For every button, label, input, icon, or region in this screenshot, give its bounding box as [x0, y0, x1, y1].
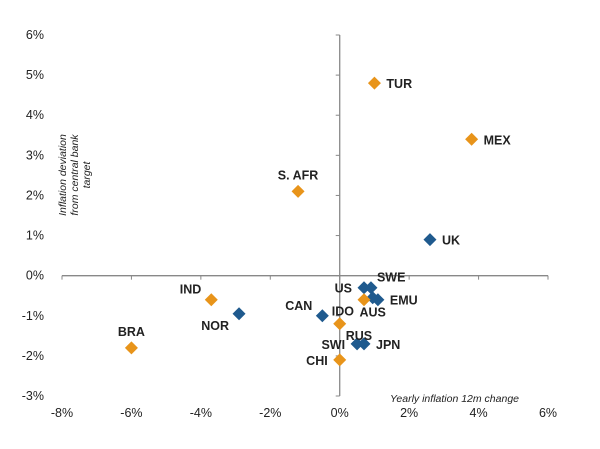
data-point-safr	[291, 184, 305, 198]
y-tick-label: 2%	[26, 188, 44, 202]
data-point-aus	[366, 291, 380, 305]
y-tick-label: 3%	[26, 148, 44, 162]
point-label: UK	[442, 234, 460, 248]
data-point-us	[357, 281, 371, 295]
point-labels: TUR MEX S. AFR UK IND NOR BRA CAN US SWE EMU AUS IDO…	[118, 77, 511, 368]
point-label: IND	[180, 283, 202, 297]
y-tick-label: 6%	[26, 28, 44, 42]
y-axis-label-line-3: target	[81, 160, 93, 188]
y-tick-label: -1%	[22, 309, 44, 323]
x-tick-label: 2%	[400, 406, 418, 420]
point-label: BRA	[118, 325, 145, 339]
x-tick-label: 4%	[470, 406, 488, 420]
y-tick-label: 1%	[26, 229, 44, 243]
point-label: JPN	[376, 338, 400, 352]
data-points	[124, 76, 479, 367]
y-axis-label-line-1: Inflation deviation	[57, 134, 69, 216]
data-point-bra	[124, 341, 138, 355]
point-label: NOR	[201, 319, 229, 333]
point-label: CHI	[306, 354, 328, 368]
point-label: RUS	[346, 329, 372, 343]
y-tick-label: -2%	[22, 349, 44, 363]
point-label: US	[335, 282, 352, 296]
point-label: MEX	[484, 133, 512, 147]
data-point-uk	[423, 233, 437, 247]
data-point-mex	[465, 132, 479, 146]
data-point-swe	[364, 281, 378, 295]
point-label: AUS	[359, 306, 385, 320]
point-label: TUR	[386, 77, 412, 91]
point-label: CAN	[285, 299, 312, 313]
y-tick-label: -3%	[22, 389, 44, 403]
y-tick-label: 5%	[26, 68, 44, 82]
x-axis-label: Yearly inflation 12m change	[390, 393, 519, 405]
x-tick-label: 6%	[539, 406, 557, 420]
data-point-nor	[232, 307, 246, 321]
data-point-jpn	[357, 337, 371, 351]
tick-labels: -8% -6% -4% -2% 0% 2% 4% 6% 6% 5% 4% 3% 2% 1% 0% -1% -2%…	[22, 28, 557, 420]
data-point-ind	[204, 293, 218, 307]
x-tick-label: -2%	[259, 406, 281, 420]
data-point-tur	[367, 76, 381, 90]
data-point-can	[315, 309, 329, 323]
data-point-swi	[350, 337, 364, 351]
y-axis-label-line-2: from central bank	[69, 134, 81, 216]
y-axis-label: Inflation deviation from central bank ta…	[57, 134, 93, 216]
y-tick-label: 4%	[26, 108, 44, 122]
x-tick-label: 0%	[331, 406, 349, 420]
point-label: SWE	[377, 271, 405, 285]
data-point-chi	[333, 353, 347, 367]
x-tick-label: -8%	[51, 406, 73, 420]
data-point-ido	[357, 293, 371, 307]
point-label: EMU	[390, 294, 418, 308]
axes	[61, 34, 549, 397]
y-tick-label: 0%	[26, 269, 44, 283]
x-tick-label: -4%	[190, 406, 212, 420]
x-tick-label: -6%	[120, 406, 142, 420]
point-label: S. AFR	[278, 168, 319, 182]
data-point-rus	[333, 317, 347, 331]
point-label: IDO	[332, 305, 355, 319]
point-label: SWI	[321, 338, 345, 352]
